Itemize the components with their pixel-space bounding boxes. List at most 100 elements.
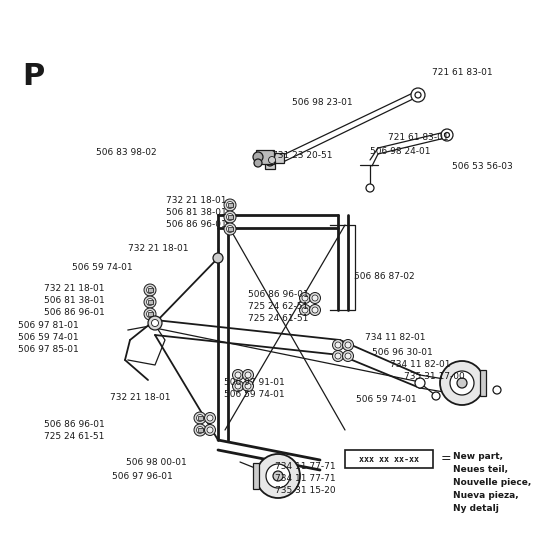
Text: 734 11 77-71: 734 11 77-71: [275, 462, 335, 471]
Text: 506 86 96-01: 506 86 96-01: [248, 290, 309, 299]
Circle shape: [152, 320, 158, 326]
Text: 506 97 91-01: 506 97 91-01: [224, 378, 284, 387]
Circle shape: [302, 295, 308, 301]
Text: 506 59 74-01: 506 59 74-01: [18, 333, 78, 342]
Text: P: P: [22, 62, 44, 91]
Text: =: =: [441, 452, 451, 465]
Circle shape: [245, 372, 251, 378]
Text: 721 61 83-01: 721 61 83-01: [388, 133, 449, 142]
Circle shape: [144, 284, 156, 296]
Text: 506 86 96-01: 506 86 96-01: [44, 308, 105, 317]
Text: 506 86 87-02: 506 86 87-02: [354, 272, 414, 281]
Bar: [227, 227, 232, 231]
Circle shape: [450, 371, 474, 395]
Circle shape: [343, 339, 353, 351]
Bar: [198, 416, 203, 420]
Text: xxx xx xx-xx: xxx xx xx-xx: [359, 455, 419, 464]
Circle shape: [432, 392, 440, 400]
Circle shape: [232, 380, 244, 391]
Bar: [265, 161, 275, 169]
Text: 506 98 24-01: 506 98 24-01: [370, 147, 431, 156]
Text: 506 53 56-03: 506 53 56-03: [452, 162, 513, 171]
Circle shape: [224, 199, 236, 211]
Circle shape: [197, 414, 203, 422]
Circle shape: [226, 213, 234, 221]
Text: 506 97 85-01: 506 97 85-01: [18, 345, 79, 354]
Text: Ny detalj: Ny detalj: [453, 504, 499, 513]
Bar: [266, 153, 284, 163]
Circle shape: [147, 287, 153, 293]
Text: 506 86 96-01: 506 86 96-01: [166, 220, 227, 229]
Circle shape: [254, 159, 262, 167]
Circle shape: [224, 211, 236, 223]
Text: 732 21 18-01: 732 21 18-01: [110, 393, 170, 402]
Circle shape: [245, 383, 251, 389]
Circle shape: [207, 427, 213, 433]
Circle shape: [256, 454, 300, 498]
Circle shape: [345, 342, 351, 348]
Circle shape: [493, 386, 501, 394]
Circle shape: [333, 339, 343, 351]
Bar: [253, 463, 259, 489]
Circle shape: [148, 316, 162, 330]
Circle shape: [144, 296, 156, 308]
Circle shape: [235, 372, 241, 378]
Circle shape: [207, 415, 213, 421]
Circle shape: [204, 413, 216, 423]
Circle shape: [300, 305, 310, 315]
Text: 506 59 74-01: 506 59 74-01: [72, 263, 133, 272]
Circle shape: [194, 412, 206, 424]
Bar: [345, 450, 433, 468]
Bar: [147, 288, 152, 292]
Circle shape: [144, 308, 156, 320]
Text: 735 31 17-00: 735 31 17-00: [404, 372, 465, 381]
Bar: [480, 370, 486, 396]
Text: 735 31 15-20: 735 31 15-20: [275, 486, 335, 495]
Circle shape: [213, 253, 223, 263]
Text: Neues teil,: Neues teil,: [453, 465, 508, 474]
Circle shape: [232, 370, 244, 380]
Circle shape: [335, 353, 341, 359]
Text: 734 11 82-01: 734 11 82-01: [365, 333, 426, 342]
Circle shape: [415, 92, 421, 98]
Circle shape: [345, 353, 351, 359]
Text: Nueva pieza,: Nueva pieza,: [453, 491, 519, 500]
Circle shape: [266, 464, 290, 488]
Circle shape: [302, 307, 308, 313]
Circle shape: [268, 156, 276, 164]
Circle shape: [242, 370, 254, 380]
Circle shape: [441, 129, 453, 141]
Text: 725 24 62-51: 725 24 62-51: [248, 302, 308, 311]
Bar: [147, 300, 152, 304]
Circle shape: [273, 471, 283, 481]
Text: 732 21 18-01: 732 21 18-01: [166, 196, 226, 205]
Circle shape: [197, 427, 203, 433]
Circle shape: [226, 226, 234, 232]
Circle shape: [147, 298, 153, 306]
Text: 506 97 96-01: 506 97 96-01: [112, 472, 172, 481]
Bar: [227, 215, 232, 219]
Text: New part,: New part,: [453, 452, 503, 461]
Circle shape: [333, 351, 343, 362]
Circle shape: [445, 133, 450, 138]
Circle shape: [266, 158, 274, 166]
Text: 732 21 18-01: 732 21 18-01: [128, 244, 189, 253]
Bar: [227, 203, 232, 207]
Circle shape: [235, 383, 241, 389]
Circle shape: [226, 202, 234, 208]
Text: 725 24 61-51: 725 24 61-51: [44, 432, 104, 441]
Text: 506 86 96-01: 506 86 96-01: [44, 420, 105, 429]
Bar: [198, 428, 203, 432]
Circle shape: [312, 307, 318, 313]
Text: 506 59 74-01: 506 59 74-01: [224, 390, 284, 399]
Circle shape: [343, 351, 353, 362]
Circle shape: [194, 424, 206, 436]
Text: 732 21 18-01: 732 21 18-01: [44, 284, 105, 293]
Circle shape: [242, 380, 254, 391]
Text: 506 81 38-01: 506 81 38-01: [44, 296, 105, 305]
Text: 731 23 20-51: 731 23 20-51: [272, 151, 333, 160]
Circle shape: [440, 361, 484, 405]
Circle shape: [300, 292, 310, 304]
Text: 506 59 74-01: 506 59 74-01: [356, 395, 417, 404]
Text: 506 96 30-01: 506 96 30-01: [372, 348, 433, 357]
